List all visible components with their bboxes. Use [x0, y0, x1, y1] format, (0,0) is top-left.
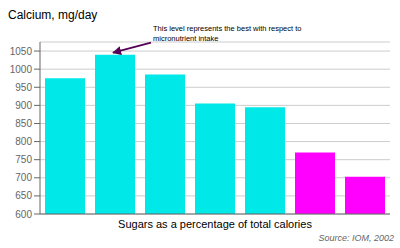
svg-text:600: 600: [15, 209, 32, 220]
svg-text:700: 700: [15, 172, 32, 183]
html-text:Sugars as a percentage of tota: Sugars as a percentage of total calories: [118, 218, 312, 230]
svg-text:1000: 1000: [10, 64, 33, 75]
svg-text:800: 800: [15, 136, 32, 147]
html-text:Source: IOM, 2002: Source: IOM, 2002: [318, 233, 394, 243]
svg-text:This level represents the best: This level represents the best with resp…: [153, 24, 301, 43]
svg-text:750: 750: [15, 154, 32, 165]
html-text:Calcium, mg/day: Calcium, mg/day: [8, 8, 98, 22]
svg-text:900: 900: [15, 100, 32, 111]
svg-text:950: 950: [15, 82, 32, 93]
svg-text:650: 650: [15, 190, 32, 201]
svg-text:850: 850: [15, 118, 32, 129]
svg-text:1050: 1050: [10, 46, 33, 57]
